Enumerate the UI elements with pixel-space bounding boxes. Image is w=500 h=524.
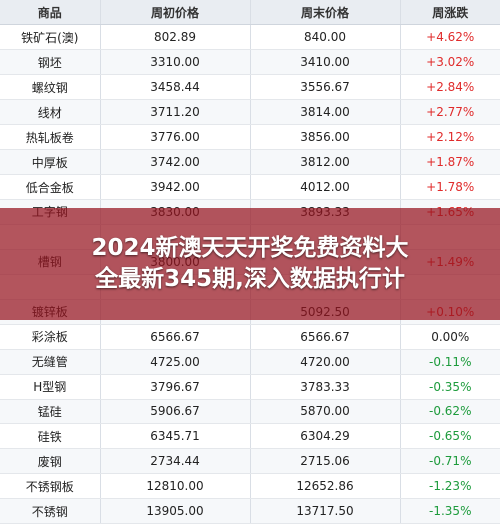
table-row[interactable]: 螺纹钢 3458.44 3556.67 +2.84%: [0, 74, 500, 101]
start-price-cell: 3742.00: [100, 149, 251, 176]
change-cell: -0.62%: [400, 399, 500, 425]
table-row[interactable]: 不锈钢板 12810.00 12652.86 -1.23%: [0, 473, 500, 500]
table-header-row: 商品 周初价格 周末价格 周涨跌: [0, 0, 500, 26]
start-price-cell: 3458.44: [100, 74, 251, 101]
commodity-cell: 线材: [0, 99, 101, 126]
start-price-cell: 3796.67: [100, 374, 251, 400]
end-price-cell: 13717.50: [250, 498, 401, 524]
end-price-cell: 4720.00: [250, 349, 401, 375]
start-price-cell: 6345.71: [100, 423, 251, 450]
table-row[interactable]: H型钢 3796.67 3783.33 -0.35%: [0, 374, 500, 400]
start-price-cell: 6566.67: [100, 324, 251, 350]
end-price-cell: 3556.67: [250, 74, 401, 101]
commodity-cell: 热轧板卷: [0, 124, 101, 151]
commodity-cell: 铁矿石(澳): [0, 24, 101, 51]
commodity-cell: 钢坯: [0, 49, 101, 76]
column-header-weekly-change[interactable]: 周涨跌: [400, 0, 500, 26]
end-price-cell: 2715.06: [250, 448, 401, 475]
commodity-cell: 锰硅: [0, 399, 101, 425]
commodity-cell: H型钢: [0, 374, 101, 400]
column-header-end-price[interactable]: 周末价格: [250, 0, 401, 26]
start-price-cell: 12810.00: [100, 473, 251, 500]
table-row[interactable]: 钢坯 3310.00 3410.00 +3.02%: [0, 49, 500, 76]
banner-headline: 2024新澳天天开奖免费资料大 全最新345期,深入数据执行计: [91, 235, 409, 292]
start-price-cell: 3942.00: [100, 174, 251, 200]
commodity-cell: 无缝管: [0, 349, 101, 375]
change-cell: 0.00%: [400, 324, 500, 350]
table-row[interactable]: 硅铁 6345.71 6304.29 -0.65%: [0, 423, 500, 450]
commodity-cell: 废钢: [0, 448, 101, 475]
table-row[interactable]: 不锈钢 13905.00 13717.50 -1.35%: [0, 498, 500, 524]
start-price-cell: 4725.00: [100, 349, 251, 375]
end-price-cell: 3814.00: [250, 99, 401, 126]
table-row[interactable]: 彩涂板 6566.67 6566.67 0.00%: [0, 324, 500, 350]
headline-banner: 2024新澳天天开奖免费资料大 全最新345期,深入数据执行计: [0, 208, 500, 320]
end-price-cell: 3783.33: [250, 374, 401, 400]
start-price-cell: 13905.00: [100, 498, 251, 524]
change-cell: +2.77%: [400, 99, 500, 126]
end-price-cell: 840.00: [250, 24, 401, 51]
table-row[interactable]: 热轧板卷 3776.00 3856.00 +2.12%: [0, 124, 500, 151]
end-price-cell: 3856.00: [250, 124, 401, 151]
end-price-cell: 6304.29: [250, 423, 401, 450]
table-row[interactable]: 无缝管 4725.00 4720.00 -0.11%: [0, 349, 500, 375]
start-price-cell: 3310.00: [100, 49, 251, 76]
end-price-cell: 3410.00: [250, 49, 401, 76]
commodity-cell: 彩涂板: [0, 324, 101, 350]
table-row[interactable]: 低合金板 3942.00 4012.00 +1.78%: [0, 174, 500, 200]
start-price-cell: 5906.67: [100, 399, 251, 425]
commodity-cell: 中厚板: [0, 149, 101, 176]
change-cell: +4.62%: [400, 24, 500, 51]
change-cell: -0.65%: [400, 423, 500, 450]
commodity-cell: 螺纹钢: [0, 74, 101, 101]
table-row[interactable]: 废钢 2734.44 2715.06 -0.71%: [0, 448, 500, 475]
end-price-cell: 5870.00: [250, 399, 401, 425]
end-price-cell: 4012.00: [250, 174, 401, 200]
table-row[interactable]: 锰硅 5906.67 5870.00 -0.62%: [0, 399, 500, 425]
start-price-cell: 3776.00: [100, 124, 251, 151]
change-cell: +2.84%: [400, 74, 500, 101]
end-price-cell: 3812.00: [250, 149, 401, 176]
end-price-cell: 6566.67: [250, 324, 401, 350]
table-row[interactable]: 线材 3711.20 3814.00 +2.77%: [0, 99, 500, 126]
change-cell: -0.11%: [400, 349, 500, 375]
change-cell: -1.35%: [400, 498, 500, 524]
change-cell: -0.71%: [400, 448, 500, 475]
column-header-commodity[interactable]: 商品: [0, 0, 101, 26]
change-cell: -1.23%: [400, 473, 500, 500]
end-price-cell: 12652.86: [250, 473, 401, 500]
column-header-start-price[interactable]: 周初价格: [100, 0, 251, 26]
start-price-cell: 802.89: [100, 24, 251, 51]
commodity-cell: 硅铁: [0, 423, 101, 450]
commodity-cell: 不锈钢板: [0, 473, 101, 500]
start-price-cell: 3711.20: [100, 99, 251, 126]
table-row[interactable]: 中厚板 3742.00 3812.00 +1.87%: [0, 149, 500, 176]
start-price-cell: 2734.44: [100, 448, 251, 475]
change-cell: +3.02%: [400, 49, 500, 76]
table-row[interactable]: 铁矿石(澳) 802.89 840.00 +4.62%: [0, 24, 500, 51]
change-cell: +1.87%: [400, 149, 500, 176]
change-cell: +1.78%: [400, 174, 500, 200]
commodity-cell: 低合金板: [0, 174, 101, 200]
change-cell: +2.12%: [400, 124, 500, 151]
change-cell: -0.35%: [400, 374, 500, 400]
commodity-cell: 不锈钢: [0, 498, 101, 524]
